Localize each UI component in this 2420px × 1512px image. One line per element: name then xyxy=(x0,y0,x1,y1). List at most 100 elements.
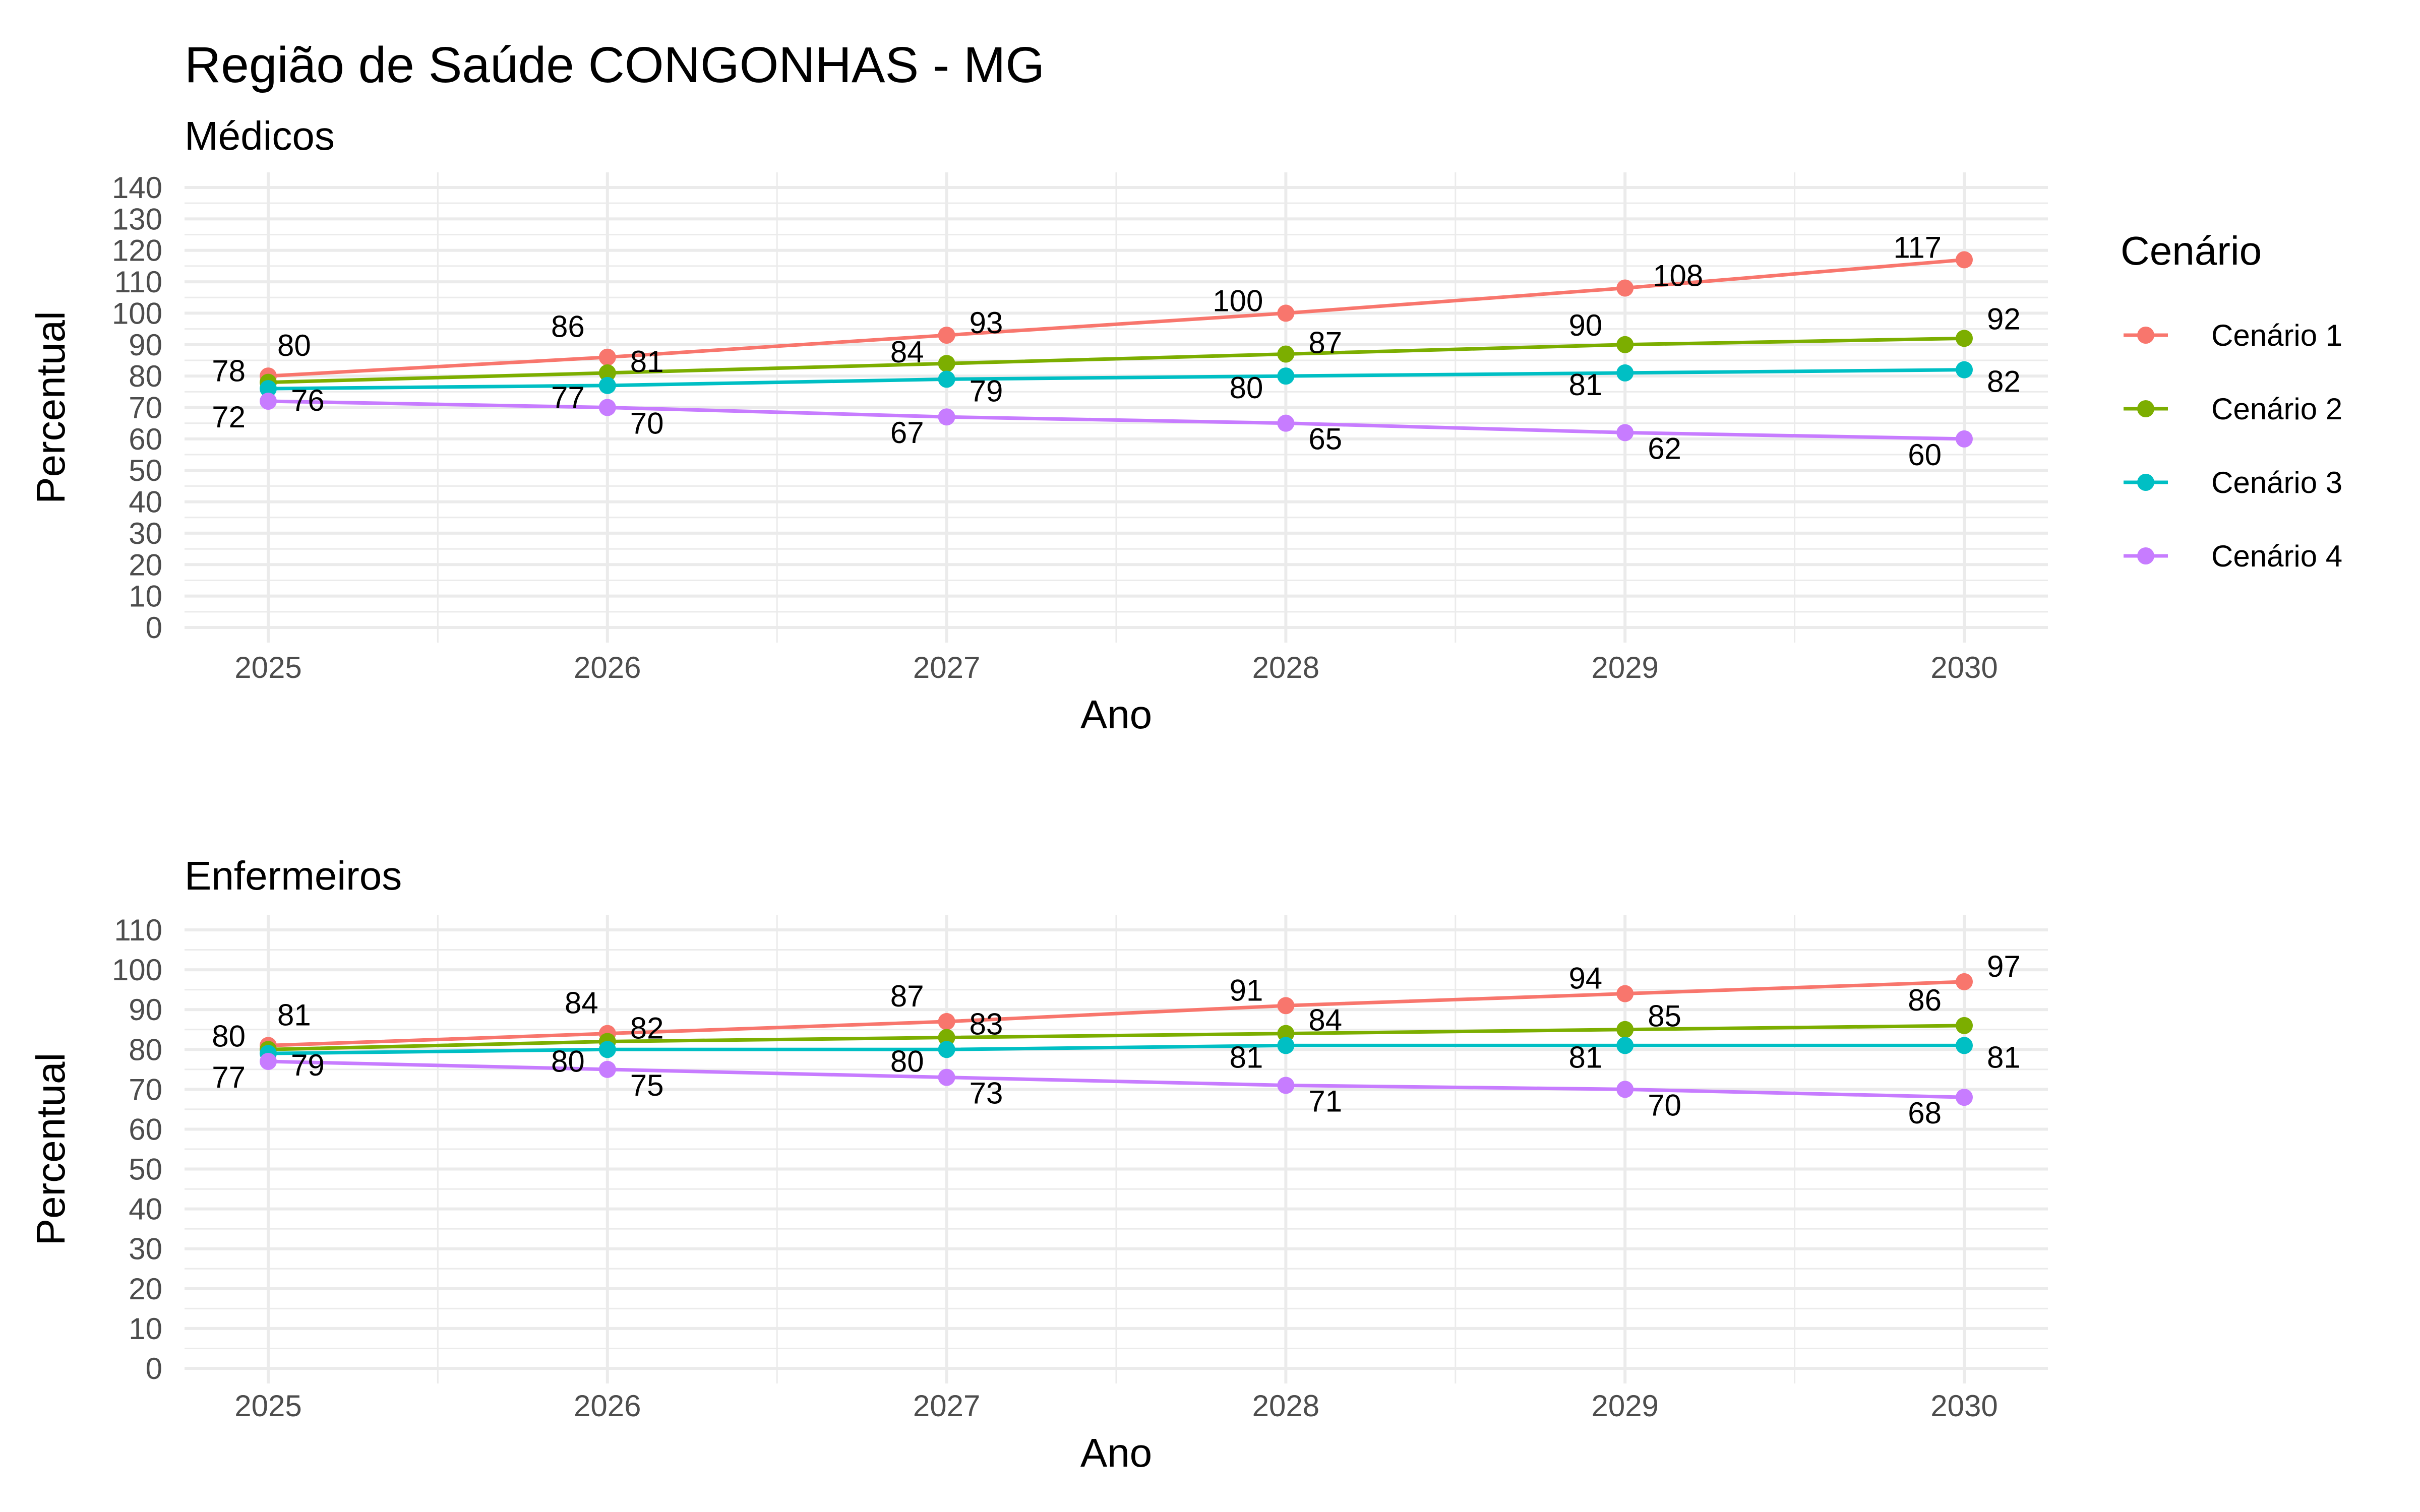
data-label: 80 xyxy=(212,1019,246,1053)
y-tick-label: 130 xyxy=(112,202,162,236)
y-tick-label: 50 xyxy=(129,454,162,487)
data-point xyxy=(938,1068,955,1086)
y-tick-label: 20 xyxy=(129,1272,162,1306)
data-point xyxy=(598,348,616,366)
y-tick-label: 0 xyxy=(146,1352,162,1385)
data-label: 91 xyxy=(1230,973,1263,1007)
data-point xyxy=(1616,364,1634,382)
data-point xyxy=(1616,985,1634,1002)
data-label: 84 xyxy=(565,986,598,1020)
series-4 xyxy=(260,393,1973,448)
x-tick-label: 2029 xyxy=(1591,651,1658,684)
data-label: 85 xyxy=(1648,999,1681,1033)
data-point xyxy=(1956,330,1973,347)
legend-key-point xyxy=(2137,474,2154,491)
data-point xyxy=(938,370,955,388)
data-label: 70 xyxy=(630,407,664,440)
data-label: 81 xyxy=(277,998,311,1032)
x-tick-label: 2028 xyxy=(1252,651,1319,684)
series-line xyxy=(268,368,1965,391)
data-label: 76 xyxy=(291,384,325,417)
series-3 xyxy=(260,361,1973,398)
legend-title: Cenário xyxy=(2121,228,2262,273)
chart-title: Região de Saúde CONGONHAS - MG xyxy=(185,37,1045,93)
data-label: 80 xyxy=(551,1044,585,1078)
y-axis-title: Percentual xyxy=(28,311,73,503)
y-tick-label: 80 xyxy=(129,359,162,393)
x-tick-label: 2025 xyxy=(234,651,301,684)
legend-label: Cenário 2 xyxy=(2211,392,2342,426)
data-point xyxy=(260,380,277,398)
data-label: 81 xyxy=(1568,368,1602,402)
y-axis-title: Percentual xyxy=(28,1053,73,1245)
data-label: 80 xyxy=(277,329,311,362)
data-point xyxy=(938,1029,955,1046)
data-label: 67 xyxy=(890,416,924,450)
data-label: 73 xyxy=(970,1077,1003,1110)
data-point xyxy=(1277,997,1295,1015)
data-point xyxy=(938,355,955,372)
data-point xyxy=(598,364,616,382)
data-point xyxy=(1277,304,1295,322)
y-tick-label: 90 xyxy=(129,993,162,1027)
data-point xyxy=(1616,1081,1634,1098)
y-tick-label: 90 xyxy=(129,328,162,362)
data-point xyxy=(1956,973,1973,990)
legend-entry: Cenário 1 xyxy=(2124,319,2342,352)
y-tick-label: 40 xyxy=(129,1192,162,1226)
data-point xyxy=(1277,1025,1295,1042)
data-label: 93 xyxy=(970,306,1003,340)
data-label: 81 xyxy=(1230,1040,1263,1074)
data-point xyxy=(598,1041,616,1058)
data-point xyxy=(598,1060,616,1078)
legend-entry: Cenário 2 xyxy=(2124,392,2342,426)
x-tick-label: 2027 xyxy=(913,1389,980,1423)
data-label: 97 xyxy=(1987,950,2021,983)
x-tick-label: 2026 xyxy=(574,1389,641,1423)
data-label: 84 xyxy=(890,335,924,369)
data-point xyxy=(1616,1021,1634,1038)
legend-entry: Cenário 4 xyxy=(2124,539,2342,573)
x-tick-label: 2026 xyxy=(574,651,641,684)
data-label: 72 xyxy=(212,400,246,434)
data-point xyxy=(1616,424,1634,442)
data-label: 80 xyxy=(1230,371,1263,405)
legend-label: Cenário 1 xyxy=(2211,319,2342,352)
data-point xyxy=(1277,1037,1295,1054)
data-label: 87 xyxy=(890,979,924,1013)
x-tick-label: 2030 xyxy=(1930,651,1998,684)
x-tick-label: 2030 xyxy=(1930,1389,1998,1423)
data-point xyxy=(1616,336,1634,353)
legend-label: Cenário 3 xyxy=(2211,466,2342,499)
data-point xyxy=(1956,361,1973,379)
data-point xyxy=(938,408,955,426)
data-label: 71 xyxy=(1308,1084,1342,1118)
y-tick-label: 110 xyxy=(114,913,162,947)
y-tick-label: 70 xyxy=(129,391,162,425)
series-line xyxy=(268,1059,1965,1099)
data-label: 68 xyxy=(1908,1096,1942,1130)
data-point xyxy=(938,1041,955,1058)
series-line xyxy=(268,258,1965,378)
data-point xyxy=(1956,251,1973,269)
data-label: 108 xyxy=(1653,259,1703,293)
data-label: 87 xyxy=(1308,326,1342,359)
data-label: 80 xyxy=(890,1044,924,1078)
y-tick-label: 140 xyxy=(112,171,162,205)
data-label: 81 xyxy=(1568,1040,1602,1074)
data-point xyxy=(260,1053,277,1070)
x-tick-label: 2027 xyxy=(913,651,980,684)
data-label: 117 xyxy=(1893,230,1942,264)
x-axis-title: Ano xyxy=(1080,692,1152,737)
data-point xyxy=(1956,1037,1973,1054)
data-label: 82 xyxy=(630,1011,664,1045)
data-label: 70 xyxy=(1648,1088,1681,1122)
x-tick-label: 2028 xyxy=(1252,1389,1319,1423)
data-point xyxy=(1277,345,1295,363)
x-axis-title: Ano xyxy=(1080,1430,1152,1475)
y-tick-label: 110 xyxy=(114,265,162,299)
legend-entry: Cenário 3 xyxy=(2124,466,2342,499)
y-tick-label: 100 xyxy=(112,296,162,330)
